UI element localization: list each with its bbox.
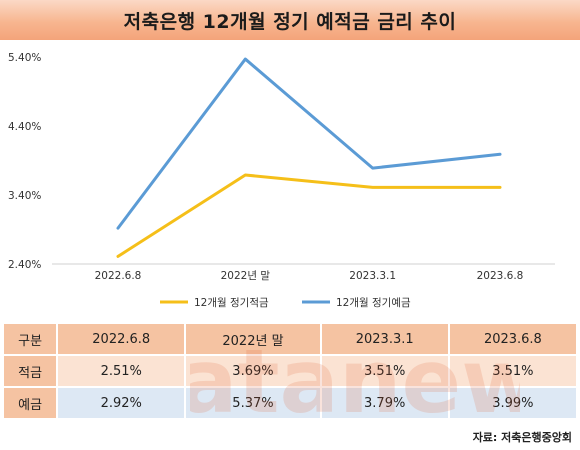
y-tick-label: 5.40%	[8, 52, 41, 64]
table-cell: 3.51%	[321, 356, 448, 386]
chart-title-bar: 저축은행 12개월 정기 예적금 금리 추이	[0, 0, 580, 40]
data-table: 구분 2022.6.8 2022년 말 2023.3.1 2023.6.8 적금…	[2, 322, 578, 420]
table-header-cell: 2022.6.8	[58, 324, 185, 354]
table-cell: 2.51%	[58, 356, 185, 386]
y-tick-label: 3.40%	[8, 190, 41, 202]
table-header-cell: 2023.3.1	[321, 324, 448, 354]
series-line-0	[116, 173, 502, 258]
table-cell: 3.99%	[449, 388, 576, 418]
x-tick-label: 2023.3.1	[349, 270, 396, 282]
table-header-cell: 2022년 말	[186, 324, 320, 354]
table-cell: 3.51%	[449, 356, 576, 386]
table-row-label: 적금	[4, 356, 57, 386]
x-tick-label: 2023.6.8	[477, 270, 524, 282]
table-cell: 2.92%	[58, 388, 185, 418]
table-header-row: 구분 2022.6.8 2022년 말 2023.3.1 2023.6.8	[4, 324, 576, 354]
table-cell: 3.69%	[186, 356, 320, 386]
legend-label: 12개월 정기예금	[336, 296, 411, 309]
table-header-cell: 2023.6.8	[449, 324, 576, 354]
table-row-label: 예금	[4, 388, 57, 418]
table-cell: 3.79%	[321, 388, 448, 418]
table-row: 적금 2.51% 3.69% 3.51% 3.51%	[4, 356, 576, 386]
series-line-1	[116, 57, 502, 230]
table-header-cell: 구분	[4, 324, 57, 354]
y-tick-label: 4.40%	[8, 121, 41, 133]
line-chart: 5.40% 4.40% 3.40% 2.40% 2022.6.8 2022년 말 2023.…	[8, 52, 555, 309]
x-tick-label: 2022년 말	[221, 270, 271, 282]
source-note: 자료: 저축은행중앙회	[472, 431, 572, 444]
legend-label: 12개월 정기적금	[194, 297, 269, 309]
y-tick-label: 2.40%	[8, 259, 41, 271]
table-cell: 5.37%	[186, 388, 320, 418]
table-row: 예금 2.92% 5.37% 3.79% 3.99%	[4, 388, 576, 418]
x-tick-label: 2022.6.8	[95, 270, 142, 282]
chart-title: 저축은행 12개월 정기 예적금 금리 추이	[123, 10, 457, 33]
